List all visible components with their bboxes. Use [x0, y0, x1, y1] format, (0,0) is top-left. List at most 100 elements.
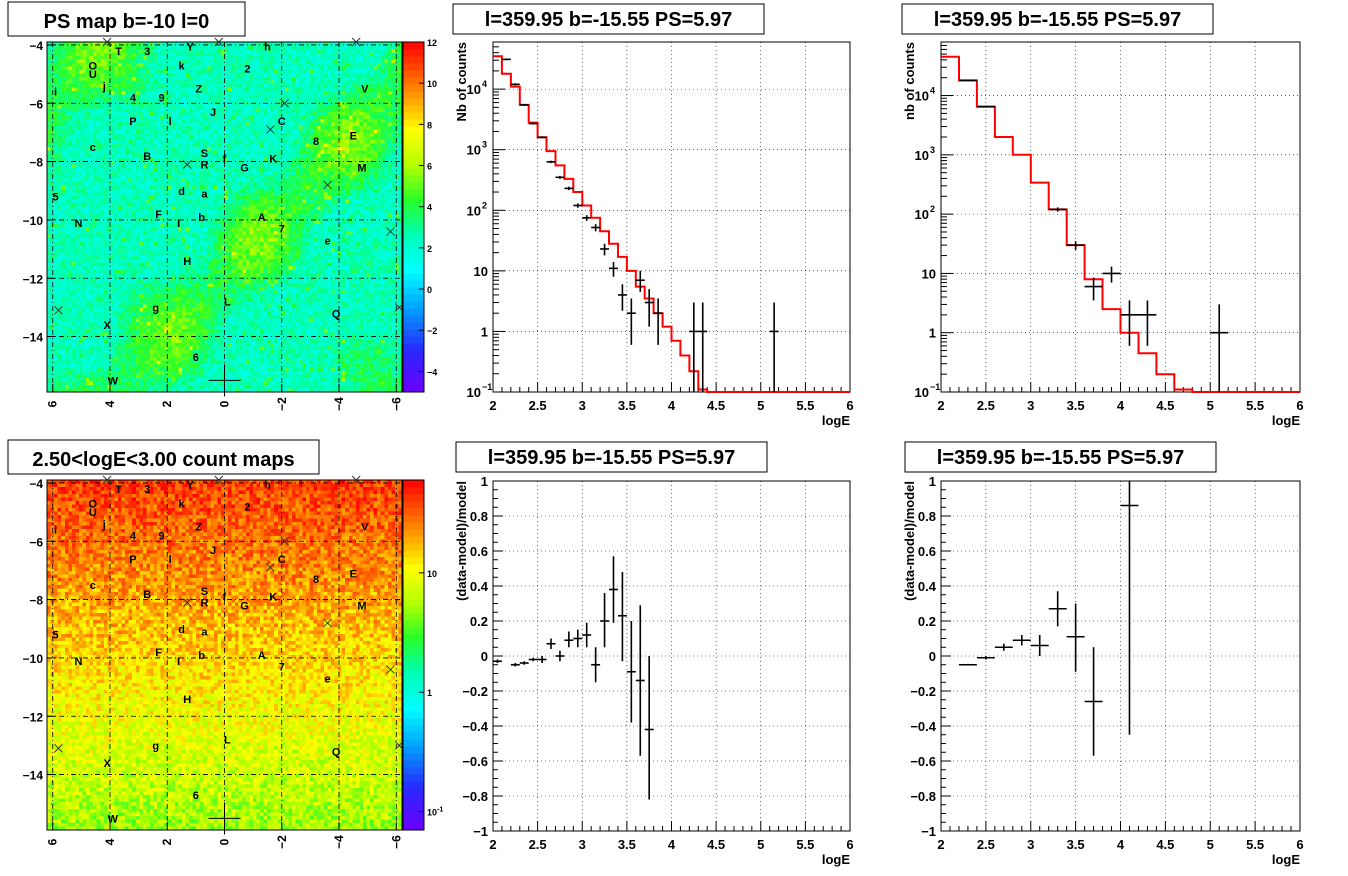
- source-label: J: [210, 107, 216, 119]
- plot-xtick-label: 3.5: [1067, 398, 1085, 413]
- source-label: H: [183, 694, 191, 706]
- data-point: [1084, 647, 1103, 756]
- data-point: [573, 629, 583, 648]
- plot-ytick-exponent: −1: [930, 382, 940, 392]
- plot-ytick-label: 0.4: [918, 579, 937, 594]
- data-point: [626, 621, 636, 723]
- map-xtick-label: −4: [332, 397, 346, 411]
- plot-ytick-label: −0.8: [910, 789, 936, 804]
- map-ytick-label: −14: [23, 331, 44, 345]
- plot-ytick-label: −0.4: [910, 719, 936, 734]
- plot-ytick-exponent: −1: [482, 382, 492, 392]
- plot-ytick-exponent: 2: [930, 204, 935, 214]
- map-xtick-label: 2: [160, 838, 174, 845]
- data-point: [958, 79, 977, 82]
- colorbar-tick-label: −4: [427, 367, 437, 377]
- map-xtick-label: −2: [275, 835, 289, 849]
- source-label: A: [258, 650, 266, 662]
- source-label: H: [183, 256, 191, 268]
- data-point: [537, 656, 547, 663]
- cross-marker: [394, 303, 404, 312]
- plot-ytick-label: 0.6: [918, 544, 936, 559]
- source-label: T: [115, 46, 122, 58]
- source-label: h: [264, 479, 271, 491]
- colorbar-frame: [402, 479, 425, 831]
- data-point: [1120, 481, 1139, 735]
- source-label: W: [108, 375, 119, 387]
- plot-ytick-exponent: 3: [930, 145, 935, 155]
- cross-marker: [351, 475, 361, 485]
- map-title-box: [7, 439, 320, 475]
- source-label: 4: [130, 530, 137, 542]
- cross-marker: [323, 180, 332, 190]
- plot-xlabel: logE: [822, 852, 850, 867]
- source-label: 8: [313, 136, 319, 148]
- colorbar-tick-label: 1: [427, 688, 432, 698]
- source-label: F: [155, 647, 162, 659]
- source-label: 3: [144, 484, 150, 496]
- colorbar-frame: [402, 41, 425, 393]
- source-label: G: [240, 600, 249, 612]
- plot-ytick-label: 0.2: [470, 614, 488, 629]
- map-ytick-label: −4: [29, 39, 43, 53]
- plot-grid: [941, 481, 1300, 831]
- source-label: N: [75, 656, 83, 668]
- source-label: E: [350, 130, 357, 142]
- plot-ytick-label: 0.6: [470, 544, 488, 559]
- data-point: [1102, 266, 1121, 283]
- plot-ytick-label: 0.2: [918, 614, 936, 629]
- cross-marker: [102, 475, 112, 485]
- source-label: R: [200, 598, 208, 610]
- data-point: [582, 622, 592, 648]
- plot-xtick-label: 2: [489, 398, 496, 413]
- plot-ylabel: (data-model)/model: [454, 481, 469, 601]
- source-label: C: [278, 116, 286, 128]
- map-ytick-label: −4: [29, 477, 43, 491]
- plot-xtick-label: 5: [757, 837, 764, 852]
- plot-xtick-label: 3: [1027, 398, 1034, 413]
- source-label: N: [75, 218, 83, 230]
- plot-xtick-label: 3.5: [1067, 837, 1085, 852]
- plot-title: l=359.95 b=-15.55 PS=5.97: [937, 447, 1184, 469]
- data-point: [546, 638, 556, 649]
- source-label: O: [89, 60, 98, 72]
- plot-xtick-label: 5: [1207, 837, 1214, 852]
- plot-ytick-label: −0.2: [910, 684, 936, 699]
- plot-ytick-label: −0.2: [462, 684, 488, 699]
- data-point: [591, 224, 601, 232]
- plot-title-box: [904, 441, 1217, 473]
- data-point: [510, 663, 520, 667]
- data-point: [528, 657, 538, 662]
- data-point: [537, 136, 547, 139]
- plot-ytick-exponent: 3: [482, 140, 487, 150]
- source-label: b: [198, 650, 205, 662]
- plot-xtick-label: 5: [1207, 398, 1214, 413]
- data-point: [1048, 591, 1067, 627]
- source-label: 3: [144, 46, 150, 58]
- plot-ytick-label: 10: [467, 385, 481, 400]
- model-histogram: [941, 55, 1300, 393]
- plot-ytick-label: 0: [929, 649, 936, 664]
- sky-map-panel-3: 2.50<logE<3.00 count maps 6 4 2 0 −2 −4 −6 −4 −6 −…: [7, 439, 443, 849]
- plot-xtick-label: 6: [1296, 837, 1303, 852]
- cross-marker: [214, 475, 224, 485]
- plot-title: l=359.95 b=-15.55 PS=5.97: [485, 9, 732, 31]
- source-label: Z: [195, 84, 202, 96]
- data-point: [1084, 277, 1103, 301]
- source-label: 4: [130, 92, 137, 104]
- data-point: [769, 302, 779, 392]
- source-label: d: [178, 624, 185, 636]
- plot-xtick-label: 5.5: [1246, 837, 1264, 852]
- source-label: P: [129, 554, 136, 566]
- map-title: 2.50<logE<3.00 count maps: [32, 449, 294, 471]
- data-point: [976, 105, 995, 108]
- plot-ytick-exponent: 4: [930, 86, 935, 96]
- map-grid: [47, 480, 402, 830]
- source-label: B: [143, 151, 151, 163]
- plot-xtick-label: 4.5: [1156, 837, 1174, 852]
- plot-ytick-label: 10: [467, 203, 481, 218]
- plot-xtick-label: 3: [579, 398, 586, 413]
- source-label: g: [152, 740, 159, 752]
- plot-xtick-label: 3: [579, 837, 586, 852]
- source-label: Y: [186, 479, 194, 491]
